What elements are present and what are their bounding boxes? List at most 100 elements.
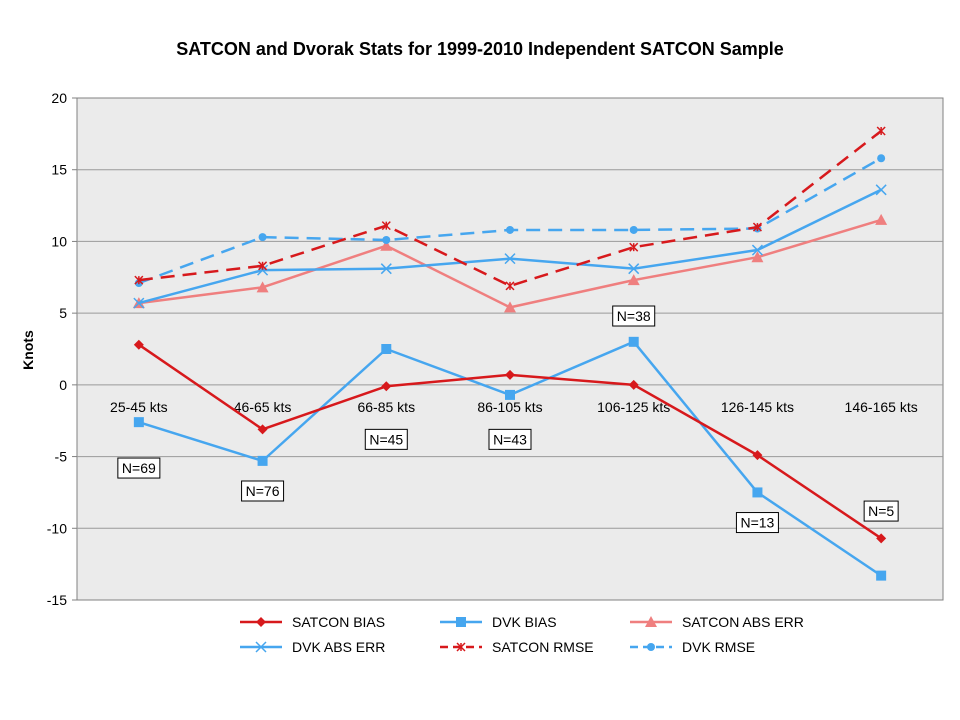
legend-item: SATCON BIAS bbox=[240, 614, 385, 630]
sample-size-annotation: N=13 bbox=[735, 512, 779, 534]
annotation-box bbox=[735, 512, 779, 534]
x-tick-label: 106-125 kts bbox=[597, 399, 670, 415]
annotation-label: N=76 bbox=[246, 483, 280, 499]
y-tick-label: -10 bbox=[47, 520, 67, 536]
annotation-box bbox=[117, 457, 161, 479]
x-tick-label: 126-145 kts bbox=[721, 399, 794, 415]
y-axis-label: Knots bbox=[20, 330, 36, 370]
data-point bbox=[752, 487, 763, 498]
y-tick-label: 5 bbox=[59, 305, 67, 321]
data-point bbox=[381, 344, 392, 354]
data-point bbox=[875, 213, 888, 225]
sample-size-annotation: N=43 bbox=[488, 428, 532, 450]
y-tick-label: -5 bbox=[55, 449, 68, 465]
data-point bbox=[257, 424, 268, 435]
x-tick-label: 146-165 kts bbox=[845, 399, 918, 415]
data-point bbox=[751, 251, 764, 263]
legend-marker bbox=[256, 617, 266, 627]
y-tick-label: 0 bbox=[59, 377, 67, 393]
data-point bbox=[505, 369, 515, 380]
plot-area bbox=[76, 97, 944, 601]
sample-size-annotation: N=38 bbox=[612, 305, 656, 327]
sample-size-annotation: N=76 bbox=[241, 480, 285, 502]
data-point bbox=[381, 221, 391, 231]
annotation-box bbox=[241, 480, 285, 502]
legend-label: SATCON RMSE bbox=[492, 639, 594, 655]
legend-label: SATCON BIAS bbox=[292, 614, 385, 630]
data-point bbox=[876, 533, 887, 544]
legend-label: DVK BIAS bbox=[492, 614, 557, 630]
annotation-box bbox=[612, 305, 656, 327]
annotation-label: N=43 bbox=[493, 431, 527, 447]
data-point bbox=[877, 154, 886, 163]
data-point bbox=[506, 225, 514, 234]
legend-item: DVK RMSE bbox=[630, 639, 755, 655]
series-group bbox=[132, 126, 888, 581]
y-tick-label: 20 bbox=[51, 90, 67, 106]
y-axis-ticks: -15 -10 -5 0 5 10 15 20 bbox=[47, 90, 77, 608]
data-point bbox=[133, 297, 145, 309]
annotation-box bbox=[863, 500, 899, 522]
data-point bbox=[751, 244, 763, 256]
legend-marker bbox=[456, 642, 466, 652]
data-point bbox=[875, 184, 887, 196]
series-1 bbox=[133, 336, 887, 581]
legend-marker bbox=[255, 641, 267, 653]
legend-marker bbox=[456, 617, 466, 627]
sample-size-annotation: N=45 bbox=[364, 428, 408, 450]
series-0 bbox=[133, 339, 887, 544]
data-point bbox=[505, 389, 515, 400]
legend-item: SATCON ABS ERR bbox=[630, 614, 804, 630]
annotation-box bbox=[364, 428, 408, 450]
y-tick-label: -15 bbox=[47, 592, 67, 608]
data-point bbox=[628, 263, 640, 275]
series-4 bbox=[134, 126, 886, 291]
legend: SATCON BIAS DVK BIAS SATCON ABS ERR DVK ABS… bbox=[240, 614, 804, 655]
data-point bbox=[133, 339, 144, 350]
data-point bbox=[752, 222, 762, 232]
data-point bbox=[629, 242, 639, 252]
annotation-label: N=38 bbox=[617, 308, 651, 324]
x-axis-ticks: 25-45 kts 46-65 kts 66-85 kts 86-105 kts 106… bbox=[110, 399, 918, 415]
data-point bbox=[504, 253, 516, 265]
data-point bbox=[133, 417, 144, 428]
x-tick-label: 46-65 kts bbox=[234, 399, 292, 415]
data-point bbox=[382, 235, 391, 244]
legend-label: DVK RMSE bbox=[682, 639, 755, 655]
legend-marker bbox=[647, 643, 655, 651]
sample-size-annotation: N=5 bbox=[863, 500, 899, 522]
legend-marker bbox=[645, 616, 657, 627]
data-point bbox=[505, 281, 515, 291]
y-tick-label: 10 bbox=[51, 233, 67, 249]
grid-lines bbox=[77, 169, 943, 529]
legend-item: DVK ABS ERR bbox=[240, 639, 385, 655]
data-point bbox=[258, 261, 268, 271]
x-tick-label: 25-45 kts bbox=[110, 399, 168, 415]
series-2 bbox=[132, 213, 888, 313]
x-tick-label: 86-105 kts bbox=[477, 399, 542, 415]
annotation-label: N=69 bbox=[122, 460, 156, 476]
legend-label: SATCON ABS ERR bbox=[682, 614, 804, 630]
x-tick-label: 66-85 kts bbox=[357, 399, 415, 415]
data-point bbox=[504, 301, 516, 313]
data-point bbox=[628, 336, 639, 347]
data-point bbox=[629, 225, 638, 234]
legend-item: DVK BIAS bbox=[440, 614, 557, 630]
y-tick-label: 15 bbox=[51, 162, 67, 178]
data-point bbox=[258, 233, 267, 242]
annotation-label: N=5 bbox=[868, 503, 894, 519]
data-point bbox=[381, 381, 392, 392]
data-point bbox=[256, 281, 269, 293]
annotation-box bbox=[488, 428, 532, 450]
legend-label: DVK ABS ERR bbox=[292, 639, 385, 655]
data-point bbox=[257, 455, 268, 466]
annotations: N=69 N=76 N=45 N=43 N=38 N=13 N=5 bbox=[117, 305, 899, 534]
legend-item: SATCON RMSE bbox=[440, 639, 594, 655]
data-point bbox=[380, 239, 393, 251]
series-3 bbox=[133, 184, 887, 309]
sample-size-annotation: N=69 bbox=[117, 457, 161, 479]
data-point bbox=[380, 263, 392, 275]
data-point bbox=[628, 379, 639, 390]
